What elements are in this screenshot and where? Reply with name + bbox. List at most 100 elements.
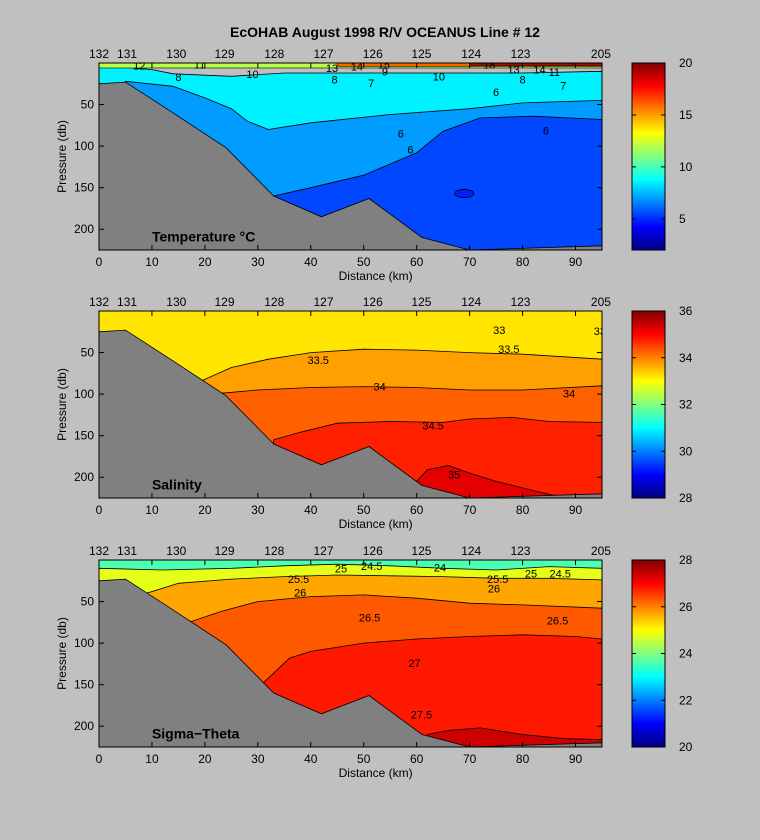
panel-label: Temperature °C — [152, 229, 255, 245]
station-label: 124 — [461, 47, 481, 61]
colorbar-tick-label: 28 — [679, 553, 693, 567]
station-label: 132 — [89, 47, 109, 61]
y-tick-label: 150 — [74, 429, 94, 443]
panel-label: Sigma−Theta — [152, 726, 240, 742]
station-label: 129 — [214, 295, 234, 309]
y-tick-label: 50 — [81, 595, 95, 609]
x-tick-label: 60 — [410, 752, 424, 766]
contour-label: 26 — [294, 587, 306, 599]
contour-label: 11 — [194, 60, 205, 72]
colorbar — [631, 559, 666, 748]
colorbar — [631, 62, 666, 251]
contour-label: 35 — [448, 470, 460, 482]
contour-label: 33.5 — [307, 355, 328, 367]
station-label: 131 — [117, 295, 137, 309]
colorbar-tick-label: 5 — [679, 212, 686, 226]
colorbar-tick-label: 20 — [679, 56, 693, 70]
station-label: 127 — [313, 47, 333, 61]
station-label: 130 — [166, 47, 186, 61]
contour-label: 24.5 — [549, 568, 570, 580]
colorbar-tick-label: 24 — [679, 647, 693, 661]
x-tick-label: 50 — [357, 752, 371, 766]
x-tick-label: 0 — [96, 752, 103, 766]
y-tick-label: 50 — [81, 346, 95, 360]
x-tick-label: 30 — [251, 503, 265, 517]
x-tick-label: 90 — [569, 255, 583, 269]
contour-band-6 — [426, 727, 602, 747]
colorbar-tick-label: 30 — [679, 444, 693, 458]
x-tick-label: 80 — [516, 255, 530, 269]
contour-label: 13 — [507, 65, 519, 77]
y-tick-label: 50 — [81, 98, 95, 112]
station-label: 205 — [591, 47, 611, 61]
panel-label: Salinity — [152, 477, 202, 493]
y-axis-label: Pressure (db) — [55, 368, 69, 441]
station-label: 123 — [510, 295, 530, 309]
contour-fills: 33 33 33.5 33.5 34 34 34.5 35 — [99, 311, 602, 498]
x-tick-label: 60 — [410, 255, 424, 269]
contour-label: 6 — [493, 87, 499, 99]
x-tick-label: 70 — [463, 255, 477, 269]
colorbar-tick-label: 36 — [679, 304, 693, 318]
x-tick-label: 90 — [569, 752, 583, 766]
bathymetry — [99, 578, 602, 747]
contour-label: 27.5 — [411, 710, 432, 722]
contour-label: 33 — [493, 325, 505, 337]
station-label: 130 — [166, 295, 186, 309]
contour-label: 25 — [335, 563, 347, 575]
station-label: 125 — [411, 47, 431, 61]
station-label: 129 — [214, 47, 234, 61]
x-tick-label: 80 — [516, 752, 530, 766]
colorbar-tick-label: 15 — [679, 108, 693, 122]
station-label: 128 — [264, 47, 284, 61]
contour-label: 15 — [378, 60, 390, 72]
colorbar-tick-label: 34 — [679, 351, 693, 365]
contour-label: 11 — [549, 67, 560, 79]
contour-label: 6 — [543, 125, 549, 137]
station-label: 128 — [264, 295, 284, 309]
contour-label: 6 — [407, 144, 413, 156]
x-tick-label: 10 — [145, 752, 159, 766]
station-label: 123 — [510, 47, 530, 61]
x-tick-label: 20 — [198, 503, 212, 517]
station-label: 128 — [264, 544, 284, 558]
contour-label: 9 — [382, 66, 388, 78]
station-label: 129 — [214, 544, 234, 558]
x-tick-label: 20 — [198, 255, 212, 269]
contour-label: 26.5 — [359, 612, 380, 624]
station-label: 123 — [510, 544, 530, 558]
x-tick-label: 40 — [304, 255, 318, 269]
contour-label: 13 — [326, 63, 338, 75]
contour-label: 18 — [483, 60, 495, 72]
x-axis-label: Distance (km) — [339, 269, 413, 283]
station-label: 205 — [591, 295, 611, 309]
colorbar-tick-label: 10 — [679, 160, 693, 174]
x-tick-label: 60 — [410, 503, 424, 517]
station-label: 125 — [411, 295, 431, 309]
contour-label: 34 — [373, 382, 385, 394]
station-label: 124 — [461, 544, 481, 558]
station-label: 130 — [166, 544, 186, 558]
x-tick-label: 80 — [516, 503, 530, 517]
y-tick-label: 200 — [74, 719, 94, 733]
colorbar-tick-label: 20 — [679, 740, 693, 754]
x-axis-label: Distance (km) — [339, 517, 413, 531]
x-tick-label: 70 — [463, 752, 477, 766]
contour-label: 24 — [434, 562, 446, 574]
contour-label: 8 — [520, 75, 526, 87]
x-tick-label: 50 — [357, 255, 371, 269]
colorbar-tick-label: 22 — [679, 693, 693, 707]
x-tick-label: 40 — [304, 752, 318, 766]
station-label: 131 — [117, 47, 137, 61]
contour-label: 24.5 — [361, 561, 382, 573]
station-label: 126 — [363, 47, 383, 61]
station-label: 126 — [363, 544, 383, 558]
contour-spot-1 — [454, 188, 475, 199]
contour-label: 26 — [488, 583, 500, 595]
y-tick-label: 150 — [74, 678, 94, 692]
station-label: 127 — [313, 295, 333, 309]
